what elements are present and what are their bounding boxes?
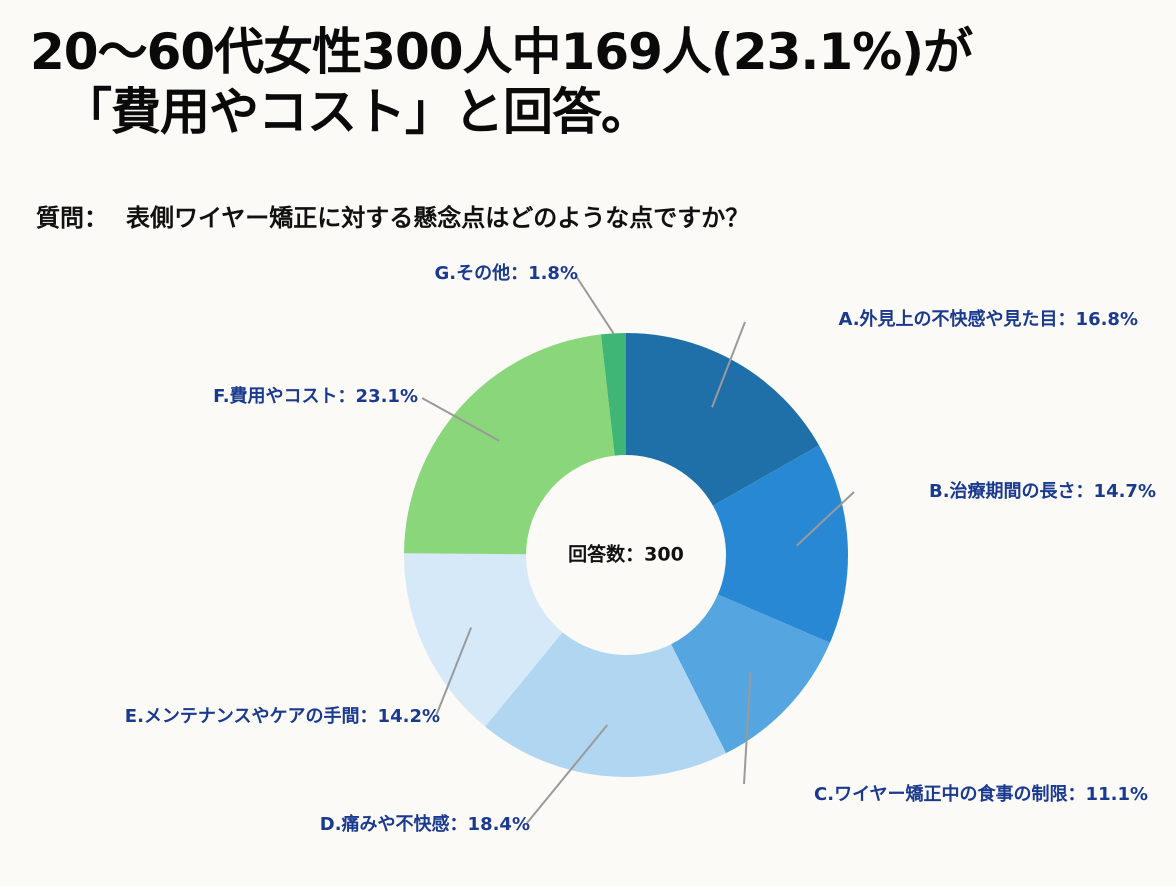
question-text: 表側ワイヤー矯正に対する懸念点はどのような点ですか？ — [126, 204, 750, 232]
leader-line-e — [435, 627, 473, 717]
leader-line-d — [526, 724, 609, 824]
headline-line1: 20〜60代女性300人中169人(23.1%)が — [30, 23, 973, 81]
slice-label-f: F.費用やコスト：23.1% — [213, 385, 418, 407]
question-label: 質問： — [36, 204, 108, 232]
slice-d — [485, 632, 727, 777]
slice-g — [600, 333, 626, 456]
slice-e — [404, 553, 563, 727]
slice-label-a: A.外見上の不快感や見た目：16.8% — [838, 308, 1138, 330]
slice-b — [712, 445, 848, 643]
slice-label-g: G.その他：1.8% — [434, 262, 578, 284]
headline: 20〜60代女性300人中169人(23.1%)が 「費用やコスト」と回答。 — [30, 22, 1160, 142]
slice-label-c: C.ワイヤー矯正中の食事の制限：11.1% — [814, 783, 1148, 805]
slice-label-e: E.メンテナンスやケアの手間：14.2% — [125, 705, 440, 727]
center-label: 回答数：300 — [568, 543, 684, 566]
leader-line-f — [421, 397, 500, 442]
slice-label-d: D.痛みや不快感：18.4% — [320, 813, 530, 835]
leader-line-a — [711, 321, 746, 408]
leader-line-b — [796, 491, 855, 547]
slice-a — [626, 333, 820, 506]
slice-f — [404, 334, 615, 555]
leader-line-g — [575, 275, 615, 334]
leader-line-c — [743, 672, 752, 785]
question: 質問： 表側ワイヤー矯正に対する懸念点はどのような点ですか？ — [36, 198, 749, 233]
slice-label-b: B.治療期間の長さ：14.7% — [929, 480, 1156, 502]
headline-line2: 「費用やコスト」と回答。 — [62, 83, 651, 141]
